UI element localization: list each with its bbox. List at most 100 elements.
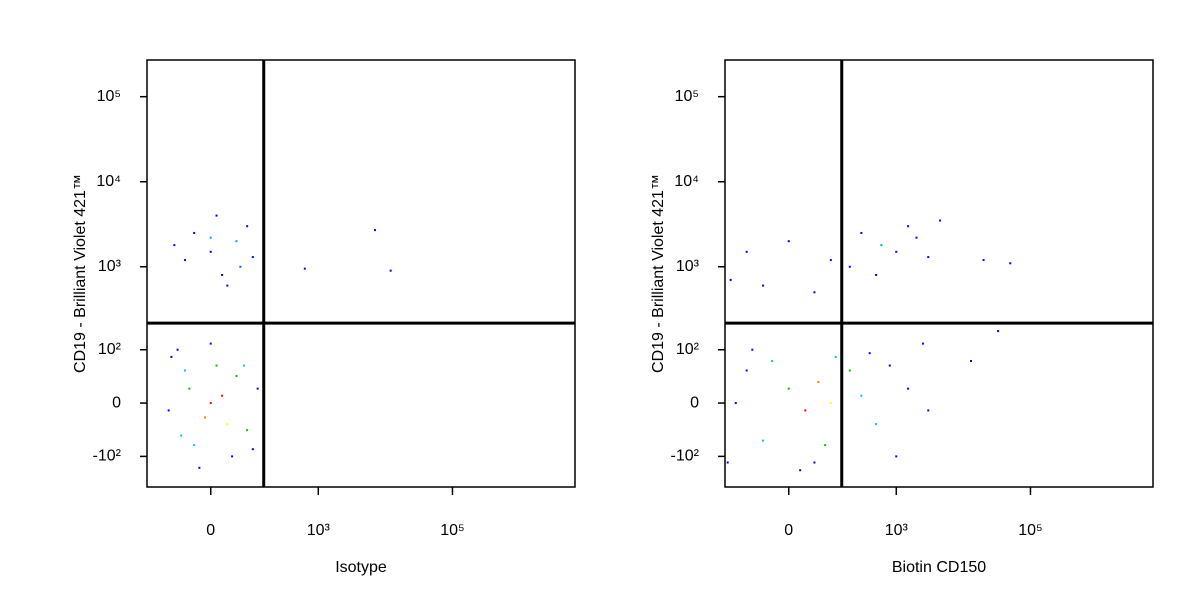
event-dot xyxy=(221,394,224,397)
event-dot xyxy=(895,455,898,458)
y-tick-label: 0 xyxy=(690,394,699,411)
event-dot xyxy=(907,225,910,228)
event-dot xyxy=(193,444,196,447)
event-dot xyxy=(997,330,1000,333)
event-dot xyxy=(209,342,212,345)
y-tick-label: 10⁵ xyxy=(97,88,121,105)
event-dot xyxy=(198,466,201,469)
event-dot xyxy=(875,423,878,426)
event-dot xyxy=(226,284,229,287)
event-dot xyxy=(729,278,732,281)
y-axis-title: CD19 - Brilliant Violet 421™ xyxy=(650,174,667,373)
event-dot xyxy=(209,250,212,253)
plot-frame xyxy=(146,59,576,488)
x-tick-label: 10³ xyxy=(885,522,909,539)
event-dot xyxy=(231,455,234,458)
event-dot xyxy=(215,214,218,217)
y-tick-label: -10² xyxy=(93,448,122,465)
event-dot xyxy=(860,231,863,234)
event-dot xyxy=(209,236,212,239)
event-dot xyxy=(927,409,930,412)
event-dot xyxy=(188,387,191,390)
event-dot xyxy=(875,274,878,277)
y-tick-label: 10³ xyxy=(98,258,122,275)
event-dot xyxy=(824,444,827,447)
event-dot xyxy=(813,291,816,294)
y-tick-label: 10⁵ xyxy=(675,88,699,105)
x-axis-title: Biotin CD150 xyxy=(892,559,986,576)
event-dot xyxy=(1009,262,1012,265)
event-dot xyxy=(868,352,871,355)
event-dot xyxy=(242,364,245,367)
event-dot xyxy=(804,409,807,412)
event-dot xyxy=(939,219,942,222)
event-dot xyxy=(235,240,238,243)
event-dot xyxy=(193,231,196,234)
event-dot xyxy=(970,360,973,363)
x-tick-label: 0 xyxy=(206,522,215,539)
y-tick-label: 10⁴ xyxy=(96,173,121,190)
event-dot xyxy=(734,402,737,405)
event-dot xyxy=(209,402,212,405)
event-dot xyxy=(745,250,748,253)
event-dot xyxy=(180,434,183,437)
event-dot xyxy=(246,429,249,432)
event-dot xyxy=(829,259,832,262)
event-dot xyxy=(848,369,851,372)
y-tick-label: 10⁴ xyxy=(674,173,699,190)
plot-frame xyxy=(724,59,1154,488)
event-dot xyxy=(787,387,790,390)
event-dot xyxy=(251,256,254,259)
event-dot xyxy=(226,423,229,426)
event-dot xyxy=(235,374,238,377)
event-dot xyxy=(215,364,218,367)
event-dot xyxy=(771,360,774,363)
y-tick-label: 10³ xyxy=(676,258,700,275)
event-dot xyxy=(927,256,930,259)
event-dot xyxy=(799,469,802,472)
y-tick-label: 0 xyxy=(112,394,121,411)
event-dot xyxy=(303,267,306,270)
event-dot xyxy=(173,244,176,247)
event-dot xyxy=(176,348,179,351)
event-dot xyxy=(813,461,816,464)
event-dot xyxy=(221,274,224,277)
y-tick-label: 10² xyxy=(98,341,122,358)
event-dot xyxy=(915,236,918,239)
x-tick-label: 10⁵ xyxy=(1018,522,1042,539)
event-dot xyxy=(895,250,898,253)
x-axis-title: Isotype xyxy=(335,559,387,576)
y-tick-label: -10² xyxy=(671,448,700,465)
x-tick-label: 0 xyxy=(784,522,793,539)
event-dot xyxy=(880,244,883,247)
event-dot xyxy=(389,269,392,272)
event-dot xyxy=(762,439,765,442)
event-dot xyxy=(787,240,790,243)
y-axis-title: CD19 - Brilliant Violet 421™ xyxy=(72,174,89,373)
event-dot xyxy=(170,355,173,358)
event-dot xyxy=(373,229,376,232)
event-dot xyxy=(751,348,754,351)
event-dot xyxy=(246,225,249,228)
event-dot xyxy=(982,259,985,262)
event-dot xyxy=(167,409,170,412)
event-dot xyxy=(762,284,765,287)
event-dot xyxy=(184,369,187,372)
event-dot xyxy=(251,448,254,451)
x-tick-label: 10⁵ xyxy=(440,522,464,539)
event-dot xyxy=(726,461,729,464)
event-dot xyxy=(921,342,924,345)
event-dot xyxy=(848,265,851,268)
event-dot xyxy=(907,387,910,390)
event-dot xyxy=(184,259,187,262)
event-dot xyxy=(834,355,837,358)
event-dot xyxy=(239,265,242,268)
event-dot xyxy=(817,381,820,384)
event-dot xyxy=(860,394,863,397)
event-dot xyxy=(745,369,748,372)
event-dot xyxy=(888,364,891,367)
x-tick-label: 10³ xyxy=(307,522,331,539)
event-dot xyxy=(256,387,259,390)
y-tick-label: 10² xyxy=(676,341,700,358)
